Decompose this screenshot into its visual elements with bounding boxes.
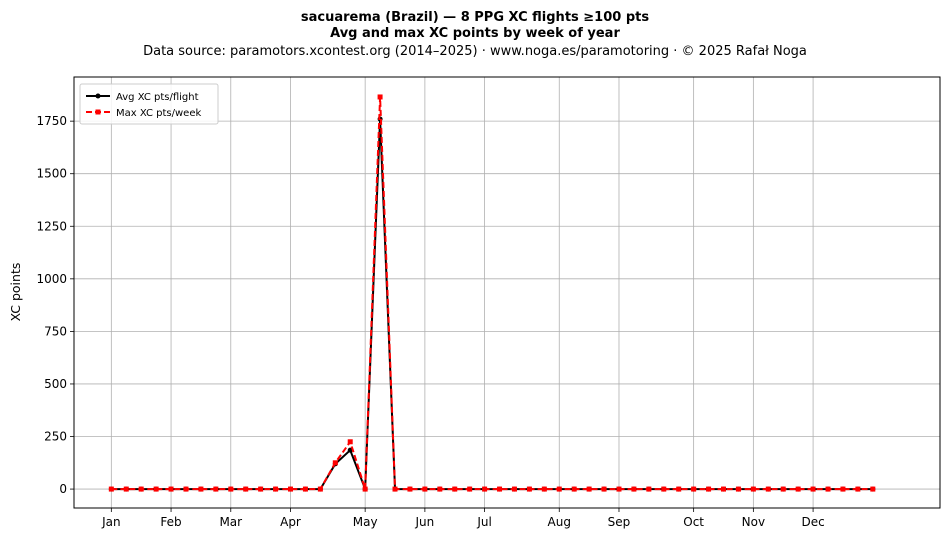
legend-avg-label: Avg XC pts/flight xyxy=(116,92,199,103)
x-tick-label: Oct xyxy=(683,515,704,529)
x-tick-label: Feb xyxy=(160,515,181,529)
legend-box xyxy=(79,83,219,125)
point-max xyxy=(571,486,577,492)
point-max xyxy=(586,486,592,492)
point-max xyxy=(631,486,637,492)
series-line-max xyxy=(111,95,873,491)
point-max xyxy=(288,486,293,492)
point-max xyxy=(706,486,712,492)
point-max xyxy=(377,94,383,100)
point-max xyxy=(183,486,189,492)
y-tick-label: 1500 xyxy=(36,167,67,181)
point-max xyxy=(511,486,517,492)
chart-subtitle: Data source: paramotors.xcontest.org (20… xyxy=(143,44,807,59)
y-tick-label: 1750 xyxy=(36,114,67,128)
point-max xyxy=(437,486,443,492)
point-max xyxy=(855,486,861,492)
point-max xyxy=(347,439,353,445)
point-max xyxy=(407,486,413,492)
point-max xyxy=(661,486,667,492)
x-tick-label: Sep xyxy=(608,515,631,529)
point-max xyxy=(676,486,682,492)
point-max xyxy=(452,486,458,492)
point-max xyxy=(721,486,726,492)
point-max xyxy=(646,486,652,492)
point-max xyxy=(258,486,264,492)
y-axis-label: XC points xyxy=(8,263,23,322)
x-tick-label: Apr xyxy=(280,515,301,529)
point-max xyxy=(601,486,607,492)
series-layer xyxy=(108,94,876,492)
point-max xyxy=(810,486,816,492)
point-max xyxy=(332,460,338,466)
legend-max-label: Max XC pts/week xyxy=(116,108,201,119)
grid xyxy=(74,77,940,508)
point-max xyxy=(825,486,831,492)
series-line-avg xyxy=(111,118,873,491)
x-tick-label: Mar xyxy=(219,515,242,529)
point-max xyxy=(362,486,368,492)
point-max xyxy=(123,486,129,492)
point-max xyxy=(765,486,771,492)
point-max xyxy=(243,486,249,492)
point-max xyxy=(735,486,741,492)
x-tick-label: Jan xyxy=(101,515,121,529)
point-max xyxy=(138,486,144,492)
point-max xyxy=(482,486,488,492)
point-max xyxy=(556,486,562,492)
y-tick-label: 1250 xyxy=(36,219,67,233)
plot-frame xyxy=(73,76,941,509)
point-max xyxy=(616,486,622,492)
y-tick-label: 1000 xyxy=(36,272,67,286)
point-max xyxy=(392,486,398,492)
point-max xyxy=(780,486,786,492)
point-max xyxy=(198,486,204,492)
x-tick-label: Nov xyxy=(742,515,765,529)
x-tick-label: Jun xyxy=(415,515,435,529)
point-max xyxy=(302,486,308,492)
y-tick-label: 750 xyxy=(44,324,67,338)
legend-max-marker xyxy=(95,109,101,115)
point-max xyxy=(228,486,234,492)
point-max xyxy=(840,486,846,492)
point-max xyxy=(691,486,697,492)
point-max xyxy=(273,486,279,492)
point-max xyxy=(541,486,547,492)
point-max xyxy=(497,486,503,492)
x-tick-label: Jul xyxy=(476,515,491,529)
chart-title-line2: Avg and max XC points by week of year xyxy=(330,26,620,41)
point-max xyxy=(153,486,159,492)
legend: Avg XC pts/flight Max XC pts/week xyxy=(79,83,219,125)
legend-avg-marker xyxy=(95,93,101,99)
point-max xyxy=(422,486,428,492)
y-tick-label: 250 xyxy=(44,430,67,444)
point-max xyxy=(870,486,876,492)
x-tick-label: Aug xyxy=(548,515,571,529)
point-max xyxy=(168,486,174,492)
ticks: Jan Feb Mar Apr May Jun Jul Aug Sep Oct Nov Dec 0 250… xyxy=(36,114,824,529)
point-max xyxy=(317,486,323,492)
point-max xyxy=(108,486,114,492)
point-max xyxy=(750,486,756,492)
point-max xyxy=(467,486,473,492)
x-tick-label: Dec xyxy=(801,515,824,529)
chart-title-line1: sacuarema (Brazil) — 8 PPG XC flights ≥1… xyxy=(301,10,649,25)
point-max xyxy=(526,486,532,492)
y-tick-label: 0 xyxy=(59,482,67,496)
point-max xyxy=(213,486,219,492)
point-max xyxy=(795,486,801,492)
x-tick-label: May xyxy=(353,515,378,529)
y-tick-label: 500 xyxy=(44,377,67,391)
